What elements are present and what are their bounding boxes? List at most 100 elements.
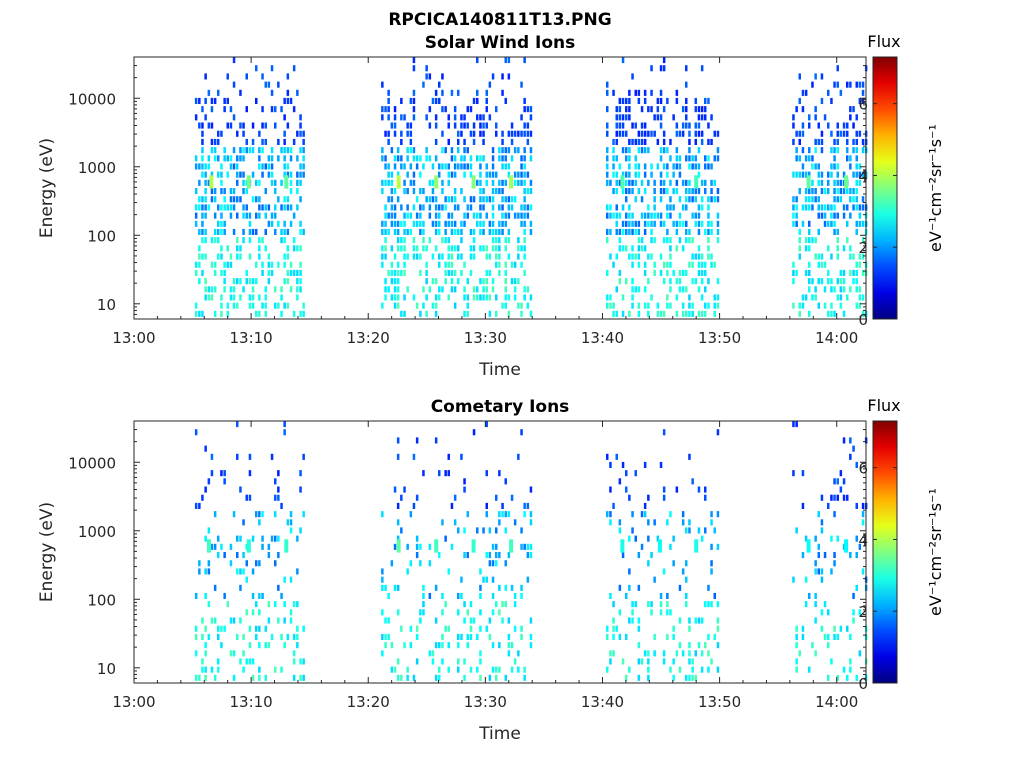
spectrogram-cell <box>264 81 267 88</box>
spectrogram-cell <box>495 261 498 268</box>
spectrogram-cell <box>833 212 836 219</box>
spectrogram-cell <box>523 57 526 64</box>
spectrogram-cell <box>716 429 720 436</box>
spectrogram-cell <box>434 155 438 162</box>
spectrogram-cell <box>615 122 618 129</box>
spectrogram-cell <box>412 674 416 681</box>
spectrogram-cell <box>685 155 688 162</box>
spectrogram-cell <box>804 237 808 244</box>
spectrogram-cell <box>403 642 406 649</box>
spectrogram-cell <box>479 658 482 665</box>
panel-title: Cometary Ions <box>431 397 570 417</box>
spectrogram-cell <box>688 261 691 268</box>
spectrogram-cell <box>472 130 476 137</box>
spectrogram-cell <box>618 245 622 252</box>
spectrogram-cell <box>438 294 441 301</box>
spectrogram-cell <box>450 253 454 260</box>
spectrogram-cell <box>498 179 501 186</box>
spectrogram-cell <box>476 114 479 121</box>
spectrogram-cell <box>820 568 824 575</box>
spectrogram-cell <box>808 114 811 121</box>
spectrogram-cell <box>858 179 862 186</box>
spectrogram-cell <box>204 73 207 80</box>
spectrogram-cell <box>830 278 833 285</box>
spectrogram-cell <box>637 310 641 317</box>
spectrogram-cell <box>390 179 394 186</box>
spectrogram-cell <box>289 576 293 583</box>
spectrogram-cell <box>248 237 252 244</box>
spectrogram-cell <box>842 494 846 501</box>
spectrogram-cell <box>685 179 688 186</box>
colorbar-tick-label: 2 <box>858 603 868 621</box>
spectrogram-cell <box>615 220 618 227</box>
spectrogram-cell <box>248 625 252 632</box>
plot-frame <box>133 56 867 320</box>
spectrogram-cell <box>201 204 204 211</box>
spectrogram-cell <box>198 245 201 252</box>
spectrogram-cell <box>444 625 447 632</box>
spectrogram-cell <box>472 138 476 145</box>
spectrogram-cell <box>504 302 507 309</box>
spectrogram-cell <box>425 269 428 276</box>
spectrogram-cell <box>213 617 217 624</box>
spectrogram-cell <box>258 294 261 301</box>
spectrogram-cell <box>213 674 217 681</box>
spectrogram-cell <box>431 188 435 195</box>
spectrogram-cell <box>447 220 450 227</box>
spectrogram-cell <box>656 535 660 542</box>
spectrogram-cell <box>381 511 384 518</box>
spectrogram-cell <box>501 179 504 186</box>
spectrogram-cell <box>441 106 444 113</box>
spectrogram-cell <box>434 617 438 624</box>
spectrogram-cell <box>628 535 631 542</box>
spectrogram-cell <box>526 106 530 113</box>
spectrogram-cell <box>245 138 248 145</box>
spectrogram-cell <box>612 188 615 195</box>
spectrogram-cell <box>650 253 653 260</box>
spectrogram-cell <box>681 650 685 657</box>
spectrogram-cell <box>716 228 720 235</box>
spectrogram-cell <box>194 674 198 681</box>
spectrogram-cell <box>666 609 669 616</box>
spectrogram-cell <box>419 155 422 162</box>
spectrogram-cell <box>466 633 469 640</box>
spectrogram-cell <box>396 584 400 591</box>
spectrogram-cell <box>849 106 852 113</box>
spectrogram-cell <box>621 658 625 665</box>
spectrogram-cell <box>707 97 710 104</box>
spectrogram-cell <box>302 511 305 518</box>
spectrogram-cell <box>299 527 302 534</box>
spectrogram-cell <box>820 212 824 219</box>
spectrogram-cell <box>710 253 713 260</box>
spectrogram-cell <box>299 163 302 170</box>
spectrogram-cell <box>258 130 261 137</box>
spectrogram-cell <box>482 278 485 285</box>
spectrogram-cell <box>460 188 463 195</box>
spectrogram-cell <box>223 278 226 285</box>
spectrogram-cell <box>795 633 798 640</box>
spectrogram-cell <box>647 302 650 309</box>
spectrogram-cell <box>194 188 198 195</box>
spectrogram-cell <box>836 138 839 145</box>
spectrogram-cell <box>691 155 694 162</box>
spectrogram-cell <box>801 502 805 509</box>
spectrogram-cell <box>650 228 653 235</box>
spectrogram-cell <box>438 204 441 211</box>
spectrogram-cell <box>280 666 283 673</box>
spectrogram-cell <box>438 171 441 178</box>
spectrogram-cell <box>236 552 239 559</box>
spectrogram-cell <box>296 171 299 178</box>
spectrogram-cell <box>839 188 843 195</box>
spectrogram-cell <box>861 81 865 88</box>
spectrogram-cell <box>685 81 688 88</box>
spectrogram-cell <box>697 261 701 268</box>
spectrogram-cell <box>267 204 271 211</box>
spectrogram-cell <box>419 543 422 550</box>
spectrogram-cell <box>640 543 644 550</box>
spectrogram-cell <box>194 212 198 219</box>
spectrogram-cell <box>830 568 833 575</box>
spectrogram-cell <box>396 171 400 178</box>
spectrogram-cell <box>612 138 615 145</box>
spectrogram-cell <box>251 658 255 665</box>
spectrogram-cell <box>833 633 836 640</box>
